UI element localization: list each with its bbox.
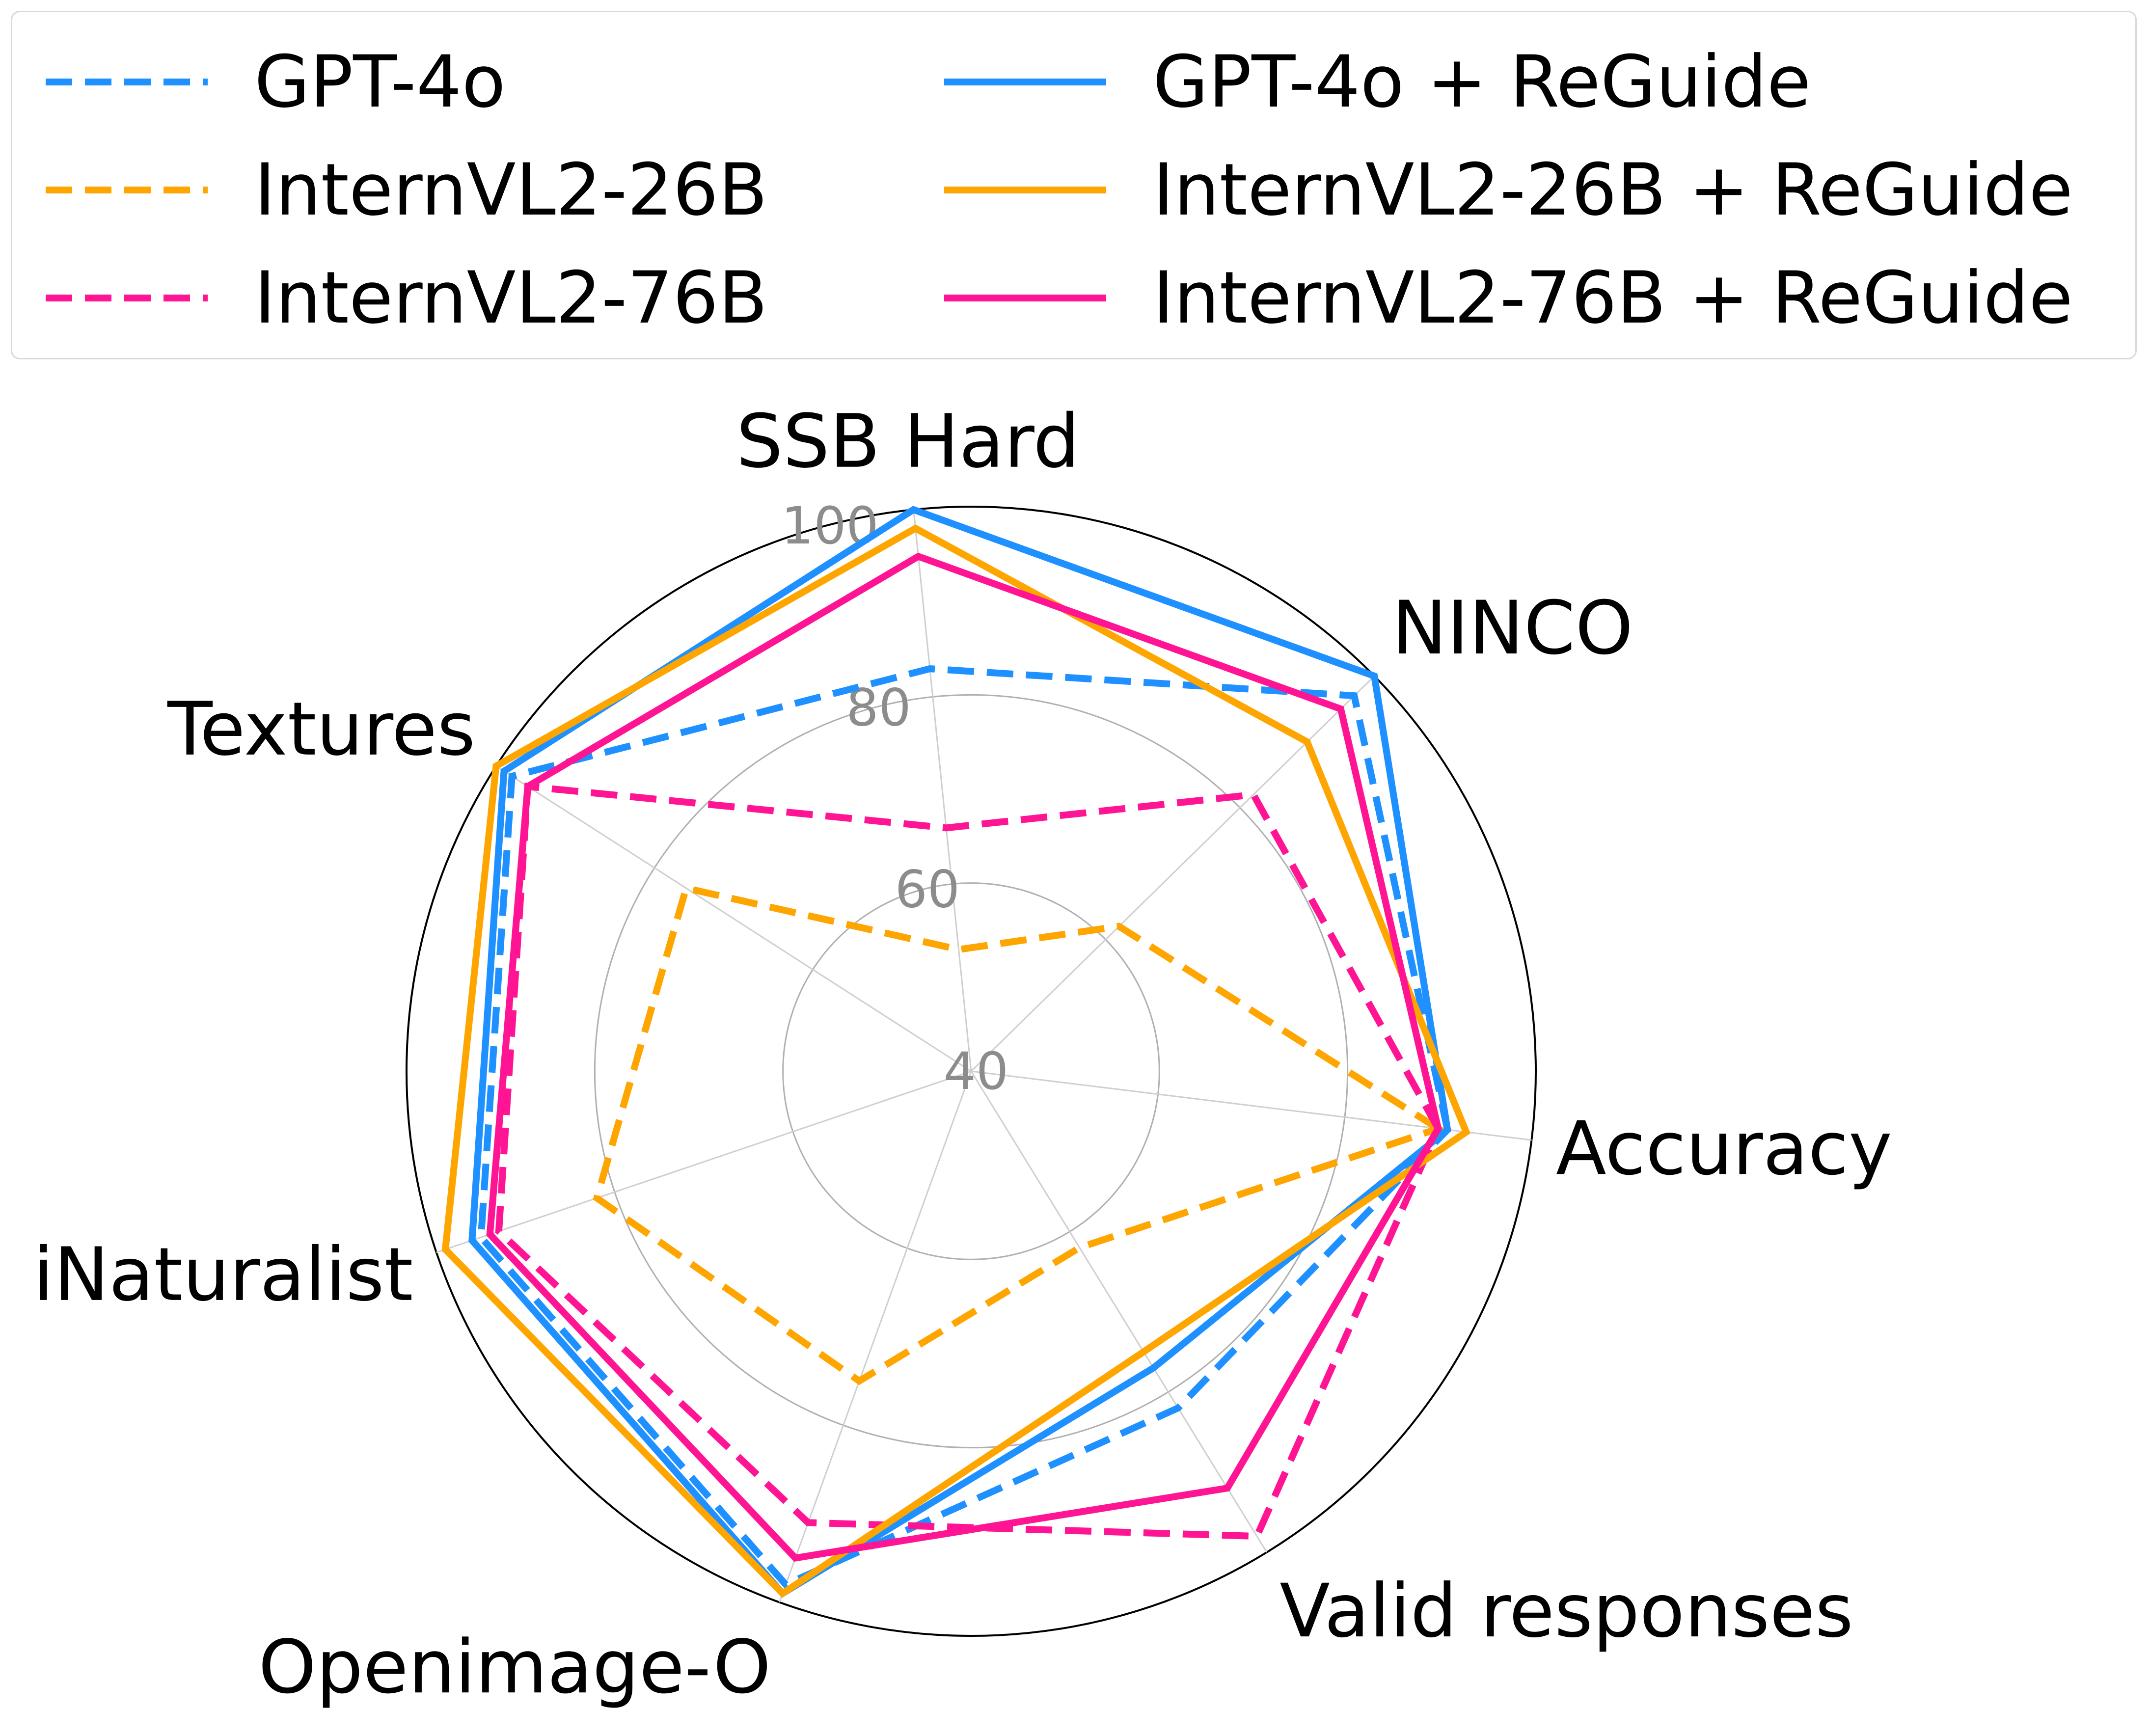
legend-swatch-internvl2-26b-reguide xyxy=(944,180,1106,200)
grid-spoke xyxy=(913,509,972,1072)
axis-label: iNaturalist xyxy=(33,1232,413,1318)
legend-label-internvl2-76b: InternVL2-76B xyxy=(254,256,768,340)
axis-label: Openimage-O xyxy=(258,1625,771,1710)
legend-item-gpt4o-reguide: GPT-4o + ReGuide xyxy=(944,38,1811,126)
legend-item-gpt4o: GPT-4o xyxy=(46,38,506,126)
series-line xyxy=(495,783,1442,1540)
grid-spoke xyxy=(436,1070,972,1253)
legend: GPT-4o InternVL2-26B InternVL2-76B GPT-4… xyxy=(11,11,2137,359)
r-tick-label: 100 xyxy=(781,496,879,556)
axis-label: Valid responses xyxy=(1279,1569,1853,1654)
series-line xyxy=(593,884,1446,1385)
grid-spoke xyxy=(970,1071,1268,1553)
legend-label-gpt4o: GPT-4o xyxy=(254,40,506,124)
legend-swatch-internvl2-76b-reguide xyxy=(944,288,1106,308)
grid-circle xyxy=(782,882,1160,1260)
grid-spoke xyxy=(778,1071,972,1603)
axis-label: Textures xyxy=(167,687,475,772)
legend-item-internvl2-26b: InternVL2-26B xyxy=(46,146,767,234)
grid-spoke xyxy=(495,765,972,1072)
legend-item-internvl2-76b: InternVL2-76B xyxy=(46,254,767,342)
legend-item-internvl2-26b-reguide: InternVL2-26B + ReGuide xyxy=(944,146,2073,234)
legend-label-gpt4o-reguide: GPT-4o + ReGuide xyxy=(1153,40,1811,124)
legend-swatch-gpt4o-reguide xyxy=(944,72,1106,92)
legend-swatch-internvl2-76b xyxy=(46,288,208,308)
axis-label: NINCO xyxy=(1392,586,1633,671)
r-tick-label: 60 xyxy=(895,860,960,920)
grid-spoke xyxy=(970,675,1375,1072)
grid-circle xyxy=(594,694,1349,1449)
r-tick-label: 40 xyxy=(944,1041,1008,1101)
legend-swatch-gpt4o xyxy=(46,72,208,92)
legend-swatch-internvl2-26b xyxy=(46,180,208,200)
series-line xyxy=(468,506,1451,1598)
series-line xyxy=(486,552,1442,1562)
radar-frame xyxy=(406,506,1537,1637)
legend-label-internvl2-76b-reguide: InternVL2-76B + ReGuide xyxy=(1153,256,2073,340)
axis-label: Accuracy xyxy=(1556,1106,1892,1192)
legend-item-internvl2-76b-reguide: InternVL2-76B + ReGuide xyxy=(944,254,2073,342)
legend-label-internvl2-26b: InternVL2-26B xyxy=(254,148,768,232)
legend-label-internvl2-26b-reguide: InternVL2-26B + ReGuide xyxy=(1153,148,2073,232)
axis-label: SSB Hard xyxy=(736,399,1080,485)
series-line xyxy=(441,524,1470,1598)
